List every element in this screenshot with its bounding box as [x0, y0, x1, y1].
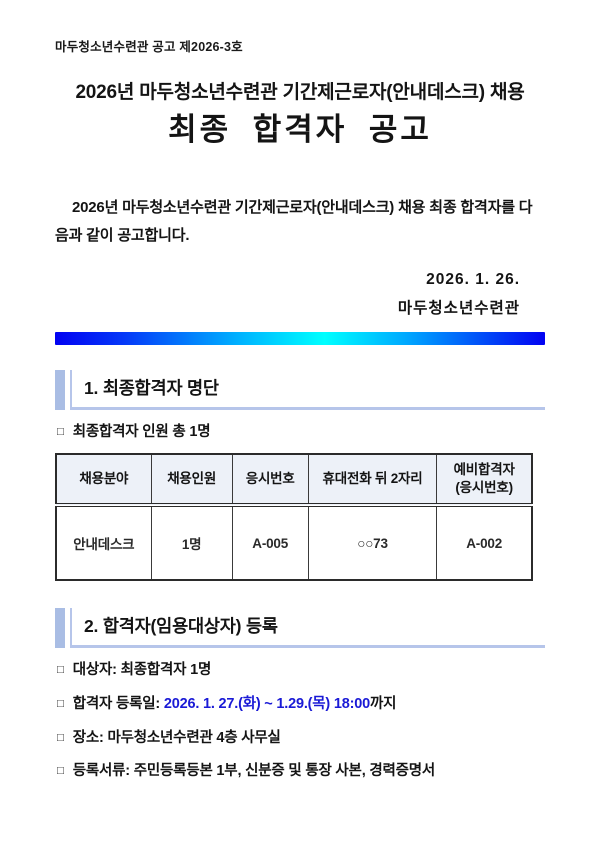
bullet-text: 대상자: 최종합격자 1명 — [72, 662, 212, 679]
column-header: 예비합격자 (응시번호) — [436, 453, 533, 508]
list-item: □ 대상자: 최종합격자 1명 — [55, 660, 545, 682]
body-paragraph: 2026년 마두청소년수련관 기간제근로자(안내데스크) 채용 최종 합격자를 … — [55, 198, 533, 244]
bullet-text: 장소: 마두청소년수련관 4층 사무실 — [72, 729, 281, 746]
cell-position: 안내데스크 — [55, 504, 152, 581]
square-bullet-icon: □ — [57, 765, 64, 778]
heading-accent-bar — [55, 370, 65, 411]
final-candidates-table: 채용분야 채용인원 응시번호 휴대전화 뒤 2자리 예비합격자 (응시번호) 안… — [55, 453, 533, 582]
column-header: 응시번호 — [231, 453, 309, 508]
column-header: 채용분야 — [55, 453, 152, 508]
page-title: 최종 합격자 공고 — [168, 111, 432, 147]
section-2-heading-text: 2. 합격자(임용대상자) 등록 — [70, 608, 545, 649]
highlighted-text: 2026. 1. 27.(화) ~ 1.29.(목) 18:00 — [163, 695, 370, 712]
headcount-text: 최종합격자 인원 총 1명 — [72, 424, 211, 441]
cell-headcount: 1명 — [150, 504, 233, 581]
cell-applicant-number: A-005 — [231, 504, 309, 581]
heading-accent-bar — [55, 608, 65, 649]
signature-block: 2026. 1. 26. 마두청소년수련관 — [55, 271, 545, 318]
square-bullet-icon: □ — [57, 426, 64, 439]
list-item: □ 합격자 등록일: 2026. 1. 27.(화) ~ 1.29.(목) 18… — [55, 694, 545, 716]
section-1-heading-text: 1. 최종합격자 명단 — [70, 370, 545, 411]
square-bullet-icon: □ — [57, 664, 64, 677]
section-1-heading: 1. 최종합격자 명단 — [55, 370, 545, 411]
cell-phone-digits: ○○73 — [307, 504, 438, 581]
title-block: 2026년 마두청소년수련관 기간제근로자(안내데스크) 채용 최종 합격자 공… — [55, 81, 545, 148]
list-item: □ 장소: 마두청소년수련관 4층 사무실 — [55, 728, 545, 750]
title-subline: 2026년 마두청소년수련관 기간제근로자(안내데스크) 채용 — [75, 82, 525, 103]
column-header: 휴대전화 뒤 2자리 — [307, 453, 438, 508]
doc-number: 마두청소년수련관 공고 제2026-3호 — [55, 40, 243, 54]
list-item: □ 최종합격자 인원 총 1명 — [55, 422, 545, 444]
square-bullet-icon: □ — [57, 697, 64, 710]
organization-name: 마두청소년수련관 — [397, 300, 520, 318]
blue-gradient-divider — [55, 332, 545, 346]
section-2-heading: 2. 합격자(임용대상자) 등록 — [55, 608, 545, 649]
cell-reserve-candidate: A-002 — [436, 504, 533, 581]
list-item: □ 등록서류: 주민등록등본 1부, 신분증 및 통장 사본, 경력증명서 — [55, 761, 545, 783]
bullet-text: 등록서류: 주민등록등본 1부, 신분증 및 통장 사본, 경력증명서 — [72, 763, 436, 780]
table-row: 안내데스크 1명 A-005 ○○73 A-002 — [55, 504, 533, 581]
registration-info-list: □ 대상자: 최종합격자 1명 □ 합격자 등록일: 2026. 1. 27.(… — [55, 660, 545, 783]
column-header: 채용인원 — [150, 453, 233, 508]
bullet-text: 합격자 등록일: 2026. 1. 27.(화) ~ 1.29.(목) 18:0… — [72, 695, 397, 712]
square-bullet-icon: □ — [57, 731, 64, 744]
table-header-row: 채용분야 채용인원 응시번호 휴대전화 뒤 2자리 예비합격자 (응시번호) — [55, 453, 533, 508]
announcement-date: 2026. 1. 26. — [426, 271, 520, 289]
